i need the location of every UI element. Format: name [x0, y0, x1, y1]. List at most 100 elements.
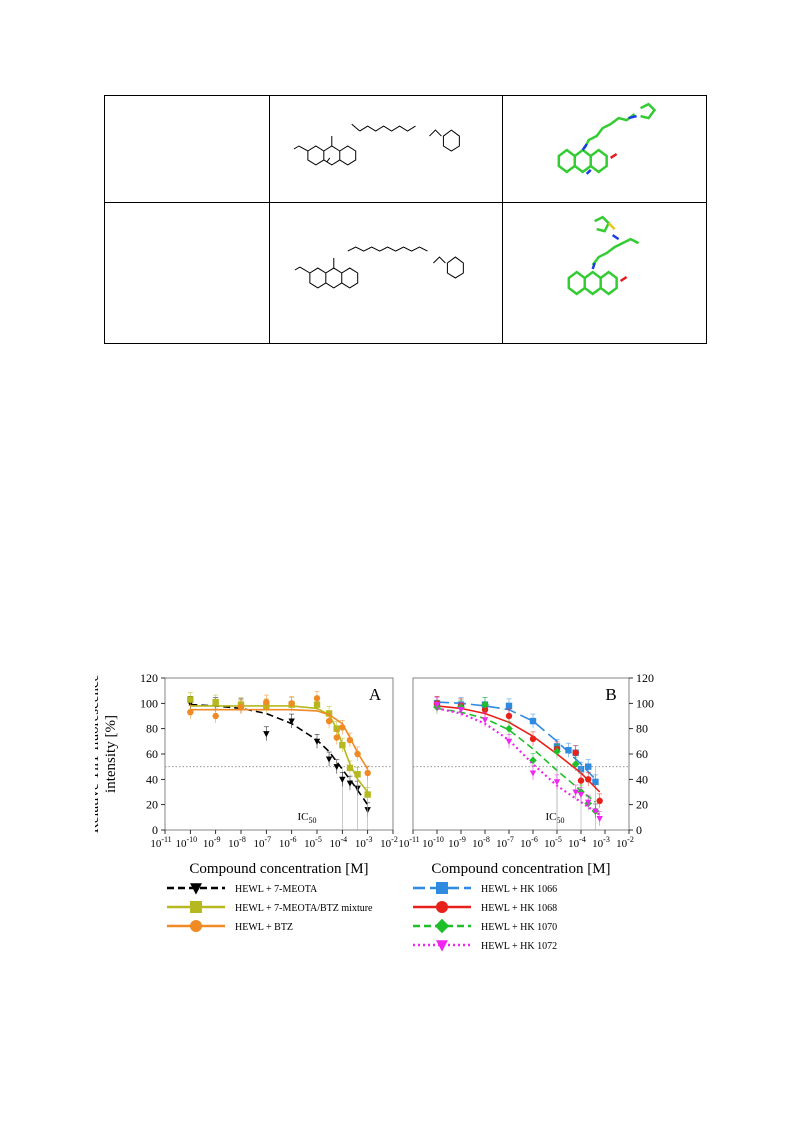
table-row — [103, 202, 708, 344]
legend-entry: HEWL + 7-MEOTA/BTZ mixture — [167, 901, 373, 914]
chart-panel-A: 0 20 40 60 80 100 120 10-11 10-10 10-9 10-8 10-7 10-… — [95, 671, 398, 933]
data-point — [346, 736, 354, 744]
x-tick-label: 10-5 — [304, 835, 322, 850]
x-tick-label: 10-8 — [472, 835, 490, 850]
series-hewl-btz — [187, 690, 371, 830]
y-tick-label: 20 — [636, 798, 648, 812]
data-point — [505, 712, 513, 720]
data-point — [333, 725, 340, 732]
data-point — [596, 816, 603, 823]
data-point — [505, 702, 513, 710]
stick-model-image — [557, 102, 656, 175]
x-tick-exponent: -2 — [627, 835, 634, 844]
x-tick-exponent: -7 — [264, 835, 271, 844]
data-point — [529, 770, 537, 777]
structure-2d-cell — [269, 95, 503, 203]
data-point — [339, 724, 346, 731]
data-point — [436, 901, 448, 913]
x-tick-exponent: -3 — [603, 835, 610, 844]
x-tick-label: 10-3 — [592, 835, 610, 850]
y-tick-label: 60 — [636, 747, 648, 761]
fit-curve — [436, 705, 601, 793]
data-point — [577, 777, 585, 784]
chart-panel-B: 0 20 40 60 80 100 120 10-11 10-10 10-9 10-8 10-7 10-… — [398, 671, 654, 952]
x-tick-exponent: -2 — [391, 835, 398, 844]
ic50-subscript: 50 — [309, 816, 317, 825]
structure-3d-cell — [501, 95, 708, 203]
y-tick-label: 60 — [146, 747, 158, 761]
y-tick-label: 0 — [152, 823, 158, 837]
skeletal-structure-image — [294, 123, 461, 166]
x-tick-exponent: -10 — [186, 835, 197, 844]
fit-curve — [436, 707, 596, 803]
y-tick-label: 100 — [140, 696, 158, 710]
x-tick-label: 10-9 — [448, 835, 466, 850]
x-tick-label: 10-9 — [203, 835, 221, 850]
x-tick-exponent: -11 — [409, 835, 419, 844]
legend-entry: HEWL + 7-MEOTA — [167, 883, 318, 895]
data-point — [577, 791, 585, 799]
legend-label: HEWL + HK 1072 — [481, 941, 557, 952]
data-point — [187, 709, 194, 716]
data-point — [529, 756, 537, 765]
series-hewl-hk-1072 — [433, 697, 603, 830]
x-tick-label: 10-4 — [568, 835, 586, 850]
x-tick-exponent: -4 — [340, 835, 347, 844]
y-tick-label: 100 — [636, 696, 654, 710]
data-point — [354, 771, 361, 778]
x-tick-label: 10-11 — [398, 835, 419, 850]
data-point — [187, 696, 194, 703]
data-point — [325, 756, 333, 763]
panel-label: B — [605, 685, 616, 704]
data-point — [592, 778, 599, 786]
data-point — [354, 750, 361, 758]
data-point — [572, 789, 579, 796]
compound-name-cell — [103, 95, 271, 203]
data-point — [553, 779, 561, 786]
data-point — [529, 717, 537, 725]
legend-label: HEWL + BTZ — [235, 922, 293, 933]
y-axis-label: intensity [%] — [103, 715, 119, 793]
x-tick-exponent: -3 — [366, 835, 373, 844]
compound-structure-table — [103, 95, 708, 344]
x-tick-label: 10-6 — [520, 835, 538, 850]
fit-curve — [190, 703, 369, 806]
compound-name-cell — [103, 202, 271, 344]
data-point — [339, 776, 346, 783]
legend-label: HEWL + HK 1066 — [481, 884, 557, 895]
x-tick-label: 10-7 — [496, 835, 514, 850]
panel-label: A — [369, 685, 382, 704]
plot-frame — [412, 677, 630, 831]
data-point — [434, 918, 450, 934]
data-point — [553, 747, 561, 756]
data-point — [190, 901, 202, 913]
x-tick-label: 10-2 — [616, 835, 634, 850]
structure-2d-cell — [269, 202, 503, 344]
legend-entry: HEWL + HK 1066 — [413, 882, 557, 895]
x-tick-label: 10-6 — [279, 835, 297, 850]
x-tick-label: 10-2 — [380, 835, 398, 850]
x-tick-exponent: -9 — [459, 835, 466, 844]
x-tick-exponent: -5 — [555, 835, 562, 844]
legend-entry: HEWL + BTZ — [167, 920, 293, 933]
data-point — [571, 760, 580, 768]
data-point — [436, 882, 448, 894]
data-point — [288, 718, 295, 725]
y-tick-label: 0 — [636, 823, 642, 837]
data-point — [313, 695, 321, 702]
data-point — [333, 734, 340, 741]
x-tick-label: 10-11 — [150, 835, 171, 850]
x-tick-exponent: -10 — [433, 835, 444, 844]
x-tick-exponent: -9 — [214, 835, 221, 844]
legend-label: HEWL + 7-MEOTA — [235, 884, 318, 895]
series-hewl-hk-1070 — [433, 697, 600, 830]
data-point — [339, 741, 346, 749]
y-tick-label: 120 — [636, 671, 654, 685]
data-point — [481, 717, 489, 724]
data-point — [288, 700, 295, 707]
x-tick-label: 10-5 — [544, 835, 562, 850]
y-axis-label: Relative ThT fluorescence — [95, 674, 102, 833]
data-point — [364, 769, 371, 777]
data-point — [346, 764, 354, 772]
data-point — [585, 799, 592, 806]
